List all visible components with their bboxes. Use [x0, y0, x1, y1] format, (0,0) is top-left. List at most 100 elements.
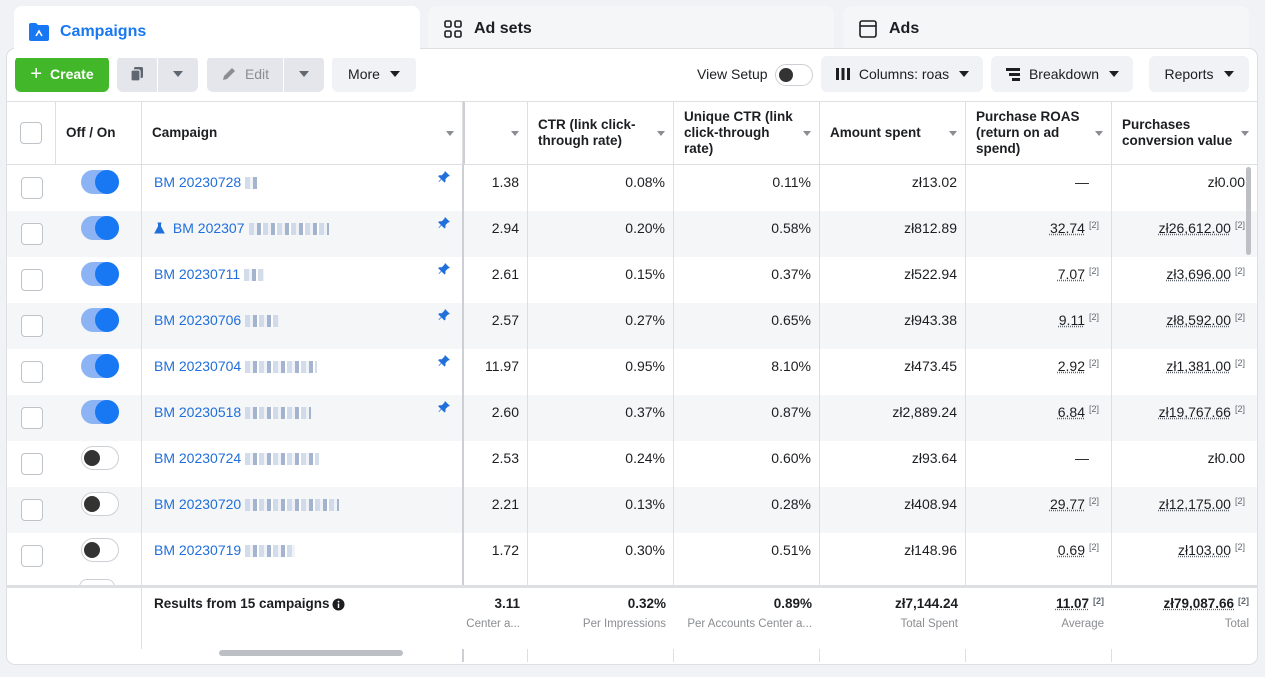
- campaign-name-link[interactable]: BM 20230518: [154, 404, 242, 420]
- purchases-value-value[interactable]: zł103.00: [1178, 542, 1231, 558]
- campaign-toggle[interactable]: [81, 170, 119, 194]
- columns-button[interactable]: Columns: roas: [821, 56, 983, 92]
- row-checkbox[interactable]: [20, 223, 43, 245]
- campaign-toggle[interactable]: [81, 262, 119, 286]
- campaign-toggle[interactable]: [81, 446, 119, 470]
- create-button[interactable]: + Create: [15, 56, 109, 92]
- pin-icon[interactable]: [438, 263, 450, 275]
- campaign-name-link[interactable]: BM 20230704: [154, 358, 242, 374]
- redacted-text: [245, 177, 260, 190]
- edit-dropdown-button[interactable]: [284, 56, 324, 92]
- column-header-ctr[interactable]: CTR (link click-through rate): [528, 101, 674, 165]
- pin-icon[interactable]: [438, 355, 450, 367]
- purchase-roas-value[interactable]: 6.84: [1057, 404, 1085, 420]
- row-checkbox[interactable]: [20, 361, 43, 383]
- redacted-text: [245, 407, 312, 420]
- vertical-scrollbar[interactable]: [1246, 167, 1251, 255]
- sort-icon[interactable]: [803, 131, 811, 136]
- purchase-roas-value[interactable]: 7.07: [1057, 266, 1085, 282]
- campaign-name-link[interactable]: BM 20230719: [154, 542, 242, 558]
- campaign-toggle[interactable]: [81, 492, 119, 516]
- table-row[interactable]: BM 20230518 2.60 0.37% 0.87% zł2,889.24 …: [7, 395, 1257, 441]
- column-header-amount-spent[interactable]: Amount spent: [820, 101, 966, 165]
- pin-icon[interactable]: [438, 171, 450, 183]
- purchases-value-cell: zł26,612.00 [2]: [1112, 211, 1257, 257]
- view-setup-toggle[interactable]: [775, 64, 813, 86]
- summary-ctr-value: 0.32%: [627, 596, 666, 611]
- campaign-name-link[interactable]: BM 20230724: [154, 450, 242, 466]
- tab-ads[interactable]: Ads: [843, 6, 1249, 52]
- summary-purchases-value: zł79,087.66 [2] Total: [1112, 588, 1257, 649]
- purchases-value-cell: zł103.00 [2]: [1112, 533, 1257, 579]
- pin-icon[interactable]: [438, 217, 450, 229]
- row-checkbox[interactable]: [20, 315, 43, 337]
- column-header-campaign[interactable]: Campaign: [142, 101, 463, 165]
- purchases-value-value[interactable]: zł8,592.00: [1166, 312, 1231, 328]
- sort-icon[interactable]: [949, 131, 957, 136]
- purchases-value-value[interactable]: zł1,381.00: [1166, 358, 1231, 374]
- campaign-name-link[interactable]: BM 20230720: [154, 496, 242, 512]
- table-row[interactable]: BM 20230711 2.61 0.15% 0.37% zł522.94 7.…: [7, 257, 1257, 303]
- row-checkbox[interactable]: [20, 453, 43, 475]
- purchase-roas-value[interactable]: 9.11: [1058, 312, 1085, 328]
- table-row[interactable]: BM 20230704 11.97 0.95% 8.10% zł473.45 2…: [7, 349, 1257, 395]
- table-row[interactable]: BM 20230720 2.21 0.13% 0.28% zł408.94 29…: [7, 487, 1257, 533]
- table-row[interactable]: BM 20230706 2.57 0.27% 0.65% zł943.38 9.…: [7, 303, 1257, 349]
- sort-icon[interactable]: [1095, 131, 1103, 136]
- table-row[interactable]: BM 20230719 1.72 0.30% 0.51% zł148.96 0.…: [7, 533, 1257, 579]
- row-checkbox[interactable]: [20, 499, 43, 521]
- table-row[interactable]: BM 20230724 2.53 0.24% 0.60% zł93.64 — z…: [7, 441, 1257, 487]
- purchases-value-value[interactable]: zł26,612.00: [1158, 220, 1231, 236]
- amount-spent-cell: zł812.89: [904, 220, 957, 236]
- campaign-toggle[interactable]: [81, 354, 119, 378]
- campaign-toggle[interactable]: [81, 400, 119, 424]
- row-checkbox[interactable]: [20, 407, 43, 429]
- summary-roas-value[interactable]: 11.07: [1055, 596, 1089, 611]
- pin-icon[interactable]: [438, 401, 450, 413]
- purchase-roas-value[interactable]: 2.92: [1057, 358, 1085, 374]
- campaign-toggle[interactable]: [81, 538, 119, 562]
- column-header-results[interactable]: [463, 101, 528, 165]
- tab-campaigns[interactable]: Campaigns: [14, 6, 420, 58]
- reports-button[interactable]: Reports: [1149, 56, 1249, 92]
- purchases-value-value[interactable]: zł19,767.66: [1158, 404, 1231, 420]
- row-checkbox[interactable]: [20, 177, 43, 199]
- breakdown-button[interactable]: Breakdown: [991, 56, 1133, 92]
- purchase-roas-value[interactable]: 32.74: [1049, 220, 1085, 236]
- horizontal-scrollbar[interactable]: [219, 650, 403, 656]
- column-header-purchases-value[interactable]: Purchases conversion value: [1112, 101, 1257, 165]
- summary-value-value[interactable]: zł79,087.66: [1163, 596, 1234, 611]
- campaign-name-link[interactable]: BM 20230711: [154, 266, 241, 282]
- duplicate-button[interactable]: [117, 56, 157, 92]
- unique-ctr-cell: 0.58%: [771, 220, 811, 236]
- summary-results: 3.11 Center a...: [463, 588, 528, 649]
- table-row[interactable]: BM 20230728 1.38 0.08% 0.11% zł13.02 — z…: [7, 165, 1257, 211]
- more-button[interactable]: More: [332, 56, 416, 92]
- duplicate-dropdown-button[interactable]: [158, 56, 198, 92]
- column-header-unique-ctr[interactable]: Unique CTR (link click-through rate): [674, 101, 820, 165]
- sort-icon[interactable]: [657, 131, 665, 136]
- row-select-cell: [7, 257, 56, 303]
- campaign-toggle[interactable]: [81, 308, 119, 332]
- sort-icon[interactable]: [1241, 131, 1249, 136]
- tab-ad-sets[interactable]: Ad sets: [428, 6, 834, 52]
- column-header-purchase-roas[interactable]: Purchase ROAS (return on ad spend): [966, 101, 1112, 165]
- purchases-value-value[interactable]: zł3,696.00: [1166, 266, 1231, 282]
- unique-ctr-cell: 0.65%: [771, 312, 811, 328]
- table-row[interactable]: BM 202307 2.94 0.20% 0.58% zł812.89 32.7…: [7, 211, 1257, 257]
- campaign-name-link[interactable]: BM 20230728: [154, 174, 242, 190]
- sort-icon[interactable]: [446, 131, 454, 136]
- purchase-roas-value[interactable]: 29.77: [1049, 496, 1085, 512]
- row-checkbox[interactable]: [20, 269, 43, 291]
- sort-icon[interactable]: [511, 131, 519, 136]
- pin-icon[interactable]: [438, 309, 450, 321]
- campaign-toggle[interactable]: [81, 216, 119, 240]
- campaign-name-link[interactable]: BM 20230706: [154, 312, 242, 328]
- edit-button[interactable]: Edit: [207, 56, 283, 92]
- row-checkbox[interactable]: [20, 545, 43, 567]
- select-all-checkbox[interactable]: [20, 122, 42, 144]
- purchase-roas-value[interactable]: 0.69: [1057, 542, 1085, 558]
- purchases-value-value[interactable]: zł12,175.00: [1158, 496, 1231, 512]
- info-icon[interactable]: [332, 598, 345, 611]
- campaign-name-link[interactable]: BM 202307: [172, 220, 245, 236]
